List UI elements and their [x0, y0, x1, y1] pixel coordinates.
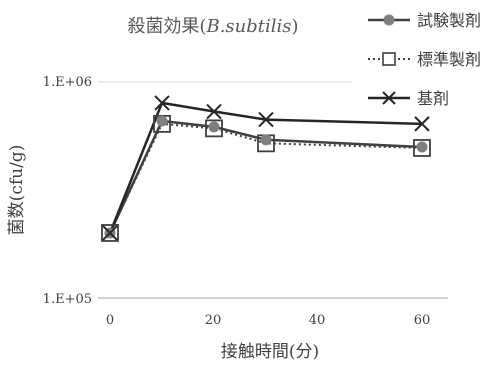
data-point-s3-30: [258, 111, 274, 128]
chart-title-prefix: 殺菌効果(: [127, 16, 206, 37]
legend-item-3: 基剤: [368, 89, 449, 108]
legend-label-2: 標準製剤: [417, 50, 481, 69]
x-tick-label-40: 40: [309, 313, 326, 328]
y-axis-label: 菌数(cfu/g): [7, 145, 27, 236]
data-point-s1-30: [260, 134, 272, 146]
y-tick-label-bottom: 1.E+05: [43, 292, 92, 307]
legend-marker-square-icon: [382, 52, 396, 66]
legend-marker-x-icon: [382, 91, 396, 105]
series-layer: [101, 95, 431, 242]
data-point-s1-60: [416, 141, 428, 153]
data-point-s3-60: [414, 116, 430, 132]
chart-title-italic: B.subtilis: [205, 16, 291, 37]
x-tick-label-20: 20: [205, 313, 222, 328]
x-axis-label: 接触時間(分): [221, 342, 319, 362]
data-point-s1-20: [208, 121, 220, 133]
x-tick-label-0: 0: [106, 313, 114, 328]
data-point-s2-20: [205, 119, 223, 138]
x-tick-label-60: 60: [414, 313, 431, 328]
data-point-s3-10: [154, 95, 170, 111]
legend-item-2: 標準製剤: [368, 50, 481, 69]
data-point-s2-60: [413, 139, 431, 157]
data-point-s2-0: [101, 224, 119, 242]
data-point-s1-10: [156, 115, 168, 127]
legend-label-3: 基剤: [417, 89, 449, 108]
legend: 試験製剤 標準製剤 基剤: [368, 11, 481, 108]
data-point-s3-20: [206, 103, 222, 120]
y-tick-label-top: 1.E+06: [43, 75, 92, 90]
legend-marker-circle-icon: [383, 14, 395, 26]
chart-title-suffix: ): [292, 16, 299, 37]
data-point-s3-0: [102, 225, 118, 241]
legend-item-1: 試験製剤: [368, 11, 481, 30]
legend-label-1: 試験製剤: [417, 11, 481, 30]
chart-title: 殺菌効果(B.subtilis): [127, 16, 298, 37]
